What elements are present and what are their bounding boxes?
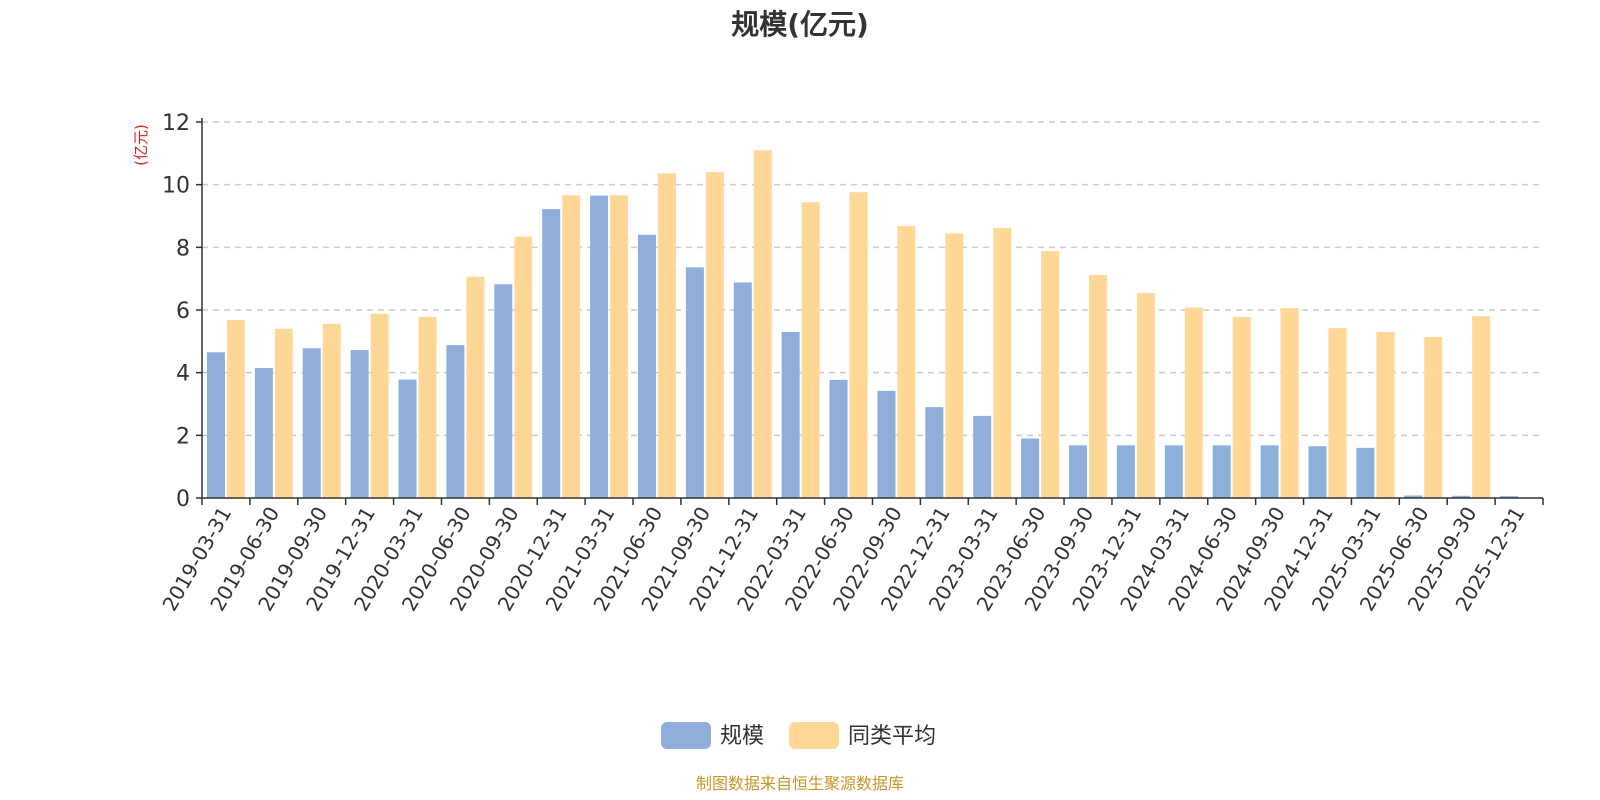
y-tick-label: 2 — [176, 424, 190, 449]
bar-peer-average[interactable] — [897, 226, 916, 498]
bar-scale[interactable] — [590, 195, 609, 498]
bar-scale[interactable] — [542, 209, 561, 498]
bar-peer-average[interactable] — [657, 173, 676, 499]
legend[interactable]: 规模 同类平均 — [661, 722, 936, 749]
bar-scale[interactable] — [973, 415, 992, 498]
legend-label[interactable]: 同类平均 — [848, 724, 936, 749]
legend-swatch[interactable] — [661, 722, 711, 749]
bar-peer-average[interactable] — [1472, 316, 1491, 498]
bar-scale[interactable] — [254, 367, 273, 498]
bar-scale[interactable] — [1164, 445, 1183, 498]
bar-peer-average[interactable] — [466, 276, 485, 498]
bar-scale[interactable] — [1356, 447, 1375, 498]
bar-peer-average[interactable] — [993, 227, 1012, 498]
bar-scale[interactable] — [925, 407, 944, 498]
bar-peer-average[interactable] — [1041, 251, 1060, 498]
bar-peer-average[interactable] — [705, 172, 724, 498]
bar-scale[interactable] — [1116, 445, 1135, 498]
bar-scale[interactable] — [1212, 445, 1231, 498]
bar-scale[interactable] — [350, 350, 369, 498]
bar-peer-average[interactable] — [753, 150, 772, 498]
bar-scale[interactable] — [733, 282, 752, 498]
y-tick-label: 6 — [176, 299, 190, 324]
legend-label[interactable]: 规模 — [720, 724, 764, 749]
bar-peer-average[interactable] — [322, 323, 341, 498]
bar-peer-average[interactable] — [945, 233, 964, 498]
y-axis-label: (亿元) — [132, 124, 150, 166]
source-note: 制图数据来自恒生聚源数据库 — [696, 774, 904, 793]
bar-peer-average[interactable] — [562, 195, 581, 498]
bar-scale[interactable] — [1021, 438, 1040, 498]
bar-peer-average[interactable] — [1376, 331, 1395, 498]
bar-scale[interactable] — [302, 348, 321, 498]
bar-peer-average[interactable] — [1328, 328, 1347, 498]
bar-scale[interactable] — [1308, 446, 1327, 498]
bar-peer-average[interactable] — [610, 195, 629, 498]
y-tick-label: 8 — [176, 236, 190, 261]
bar-scale[interactable] — [1500, 496, 1519, 498]
bar-scale[interactable] — [877, 390, 896, 498]
bar-scale[interactable] — [446, 345, 465, 498]
bar-peer-average[interactable] — [1089, 274, 1108, 498]
bar-scale[interactable] — [1260, 445, 1279, 498]
bar-peer-average[interactable] — [849, 192, 868, 499]
bar-peer-average[interactable] — [1280, 308, 1299, 498]
bar-scale[interactable] — [781, 331, 800, 498]
bar-scale[interactable] — [685, 267, 704, 498]
y-tick-label: 0 — [176, 487, 190, 512]
chart-title: 规模(亿元) — [731, 8, 869, 41]
bar-peer-average[interactable] — [370, 313, 389, 498]
bar-scale[interactable] — [494, 284, 513, 498]
bars — [206, 150, 1519, 499]
bar-scale[interactable] — [1069, 445, 1088, 498]
bar-scale[interactable] — [1452, 495, 1471, 498]
bar-peer-average[interactable] — [801, 202, 820, 499]
bar-peer-average[interactable] — [1232, 316, 1251, 498]
bar-scale[interactable] — [637, 234, 656, 499]
y-tick-label: 4 — [176, 362, 190, 387]
legend-swatch[interactable] — [789, 722, 839, 749]
bar-peer-average[interactable] — [226, 320, 245, 498]
bar-peer-average[interactable] — [1136, 293, 1155, 498]
y-tick-label: 12 — [162, 111, 190, 136]
bar-peer-average[interactable] — [1184, 307, 1203, 498]
bar-scale[interactable] — [206, 352, 225, 498]
bar-scale[interactable] — [1404, 495, 1423, 498]
bar-scale[interactable] — [829, 379, 848, 498]
y-tick-label: 10 — [162, 174, 190, 199]
bar-scale[interactable] — [398, 379, 417, 498]
bar-peer-average[interactable] — [274, 328, 293, 498]
bar-peer-average[interactable] — [514, 236, 533, 498]
bar-peer-average[interactable] — [418, 316, 437, 498]
bar-peer-average[interactable] — [1424, 336, 1443, 498]
